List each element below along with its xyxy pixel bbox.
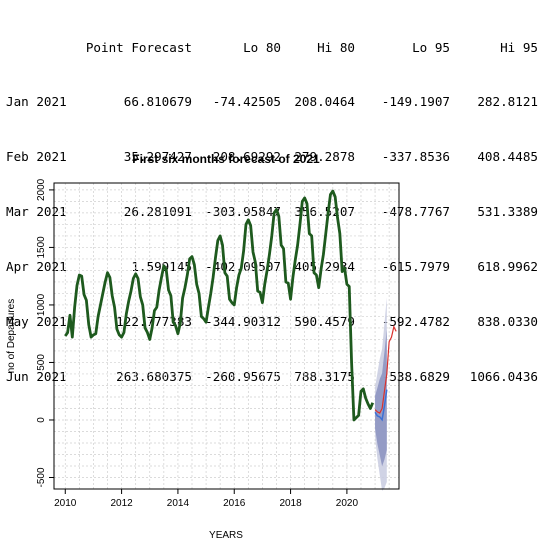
header-cell: Point Forecast xyxy=(85,39,192,55)
table-cell: 208.0464 xyxy=(294,94,355,110)
table-cell: 66.810679 xyxy=(123,94,192,110)
history-line xyxy=(64,189,374,422)
x-tick-label: 2014 xyxy=(167,498,190,509)
table-cell: 26.281091 xyxy=(123,204,192,220)
row-label: Mar 2021 xyxy=(6,204,67,220)
table-cell: 788.3175 xyxy=(294,368,355,384)
table-row: Jan 2021 66.810679 -74.42505 208.0464 -1… xyxy=(6,93,538,111)
x-tick-label: 2012 xyxy=(110,498,133,509)
table-header-row: Point Forecast Lo 80 Hi 80 Lo 95 Hi 95 xyxy=(6,39,538,57)
x-tick-label: 2020 xyxy=(336,498,359,509)
x-tick-label: 2016 xyxy=(223,498,246,509)
row-label: Jun 2021 xyxy=(6,368,67,384)
table-cell: 618.9962 xyxy=(477,259,538,275)
header-cell: Hi 95 xyxy=(500,39,538,55)
x-axis: 2010 2012 2014 2016 2018 2020 xyxy=(54,489,358,509)
y-axis: -500 0 500 1000 1500 2000 xyxy=(36,178,54,488)
grid-lines xyxy=(54,183,399,490)
chart-title: First six months forecast of 2021 xyxy=(132,152,320,166)
header-cell: Hi 80 xyxy=(317,39,355,55)
table-cell: -208.69292 xyxy=(205,149,281,165)
y-tick-label: 0 xyxy=(36,417,47,423)
row-label: May 2021 xyxy=(6,314,67,330)
table-cell: 590.4579 xyxy=(294,314,355,330)
table-cell: -149.1907 xyxy=(381,94,450,110)
table-cell: 408.4485 xyxy=(477,149,538,165)
series-lines xyxy=(64,189,397,422)
confidence-bands xyxy=(375,297,387,491)
y-tick-label: 1000 xyxy=(36,293,47,316)
table-cell: 35.297427 xyxy=(123,149,192,165)
x-tick-label: 2018 xyxy=(279,498,302,509)
row-label: Jan 2021 xyxy=(6,94,67,110)
table-cell: 838.0330 xyxy=(477,314,538,330)
forecast-line xyxy=(374,389,388,422)
table-cell: -344.90312 xyxy=(205,314,281,330)
y-tick-label: 1500 xyxy=(36,236,47,259)
plot-frame xyxy=(53,182,400,490)
table-cell: -74.42505 xyxy=(212,94,281,110)
forecast-console-output: Point Forecast Lo 80 Hi 80 Lo 95 Hi 95 J… xyxy=(6,2,538,405)
row-label: Feb 2021 xyxy=(6,149,67,165)
x-tick-label: 2010 xyxy=(54,498,77,509)
table-cell: 279.2878 xyxy=(294,149,355,165)
actual-line xyxy=(374,325,397,414)
x-axis-label: YEARS xyxy=(209,530,243,541)
header-cell: Lo 80 xyxy=(243,39,281,55)
table-cell: 282.8121 xyxy=(477,94,538,110)
band-80 xyxy=(375,329,387,467)
table-cell: 1066.0436 xyxy=(469,368,538,384)
table-cell: 356.5207 xyxy=(294,204,355,220)
table-cell: -303.95847 xyxy=(205,204,281,220)
table-cell: 531.3389 xyxy=(477,204,538,220)
header-cell: Lo 95 xyxy=(412,39,450,55)
table-cell: -260.95675 xyxy=(205,368,281,384)
table-cell: -337.8536 xyxy=(381,149,450,165)
y-tick-label: 2000 xyxy=(36,178,47,201)
table-row: Feb 2021 35.297427 -208.69292 279.2878 -… xyxy=(6,148,538,166)
y-tick-label: 500 xyxy=(36,354,47,371)
y-tick-label: -500 xyxy=(36,467,47,487)
table-cell: 263.680375 xyxy=(116,368,192,384)
y-axis-label: no of Departures xyxy=(6,299,17,374)
